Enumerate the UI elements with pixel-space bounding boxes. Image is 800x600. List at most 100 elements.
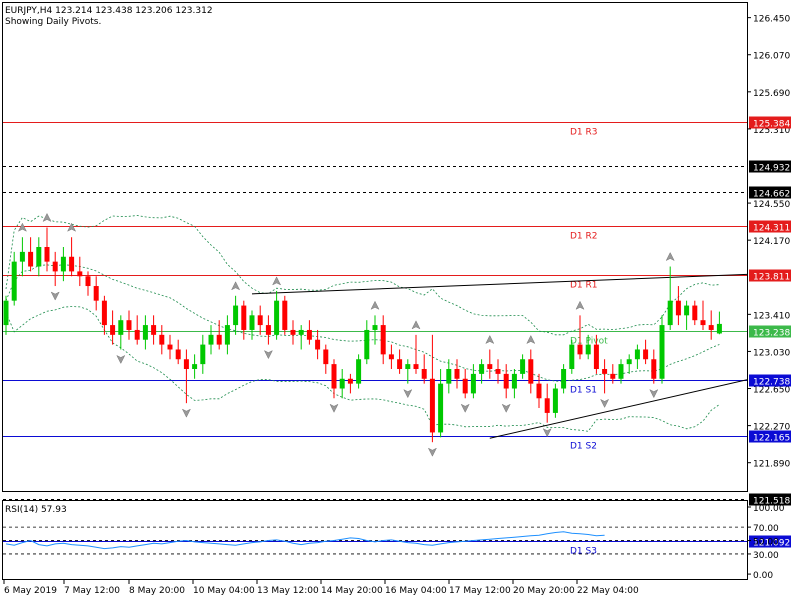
pivot-label: D1 S1: [570, 386, 597, 396]
candle-body: [323, 349, 329, 365]
candle-body: [684, 305, 690, 316]
fractal-down-arrow: [116, 354, 126, 365]
price-tag-text: 122.165: [753, 434, 790, 444]
fractal-up-arrow: [67, 222, 77, 232]
chart-subtitle: Showing Daily Pivots.: [5, 17, 101, 27]
candle-body: [77, 271, 83, 277]
candle-body: [659, 325, 665, 379]
candle-body: [520, 359, 526, 374]
price-tag-text: 124.662: [753, 190, 790, 200]
rsi-panel: 100.00 70.00 50.00 30.00 0.00: [3, 504, 785, 581]
candle-body: [495, 369, 501, 374]
fractal-up-arrow: [272, 276, 282, 286]
pivot-label: D1 R2: [570, 232, 598, 242]
fractal-down-arrow: [542, 428, 552, 438]
candle-body: [347, 378, 353, 384]
fractal-down-arrow: [600, 398, 610, 408]
candle-body: [60, 256, 66, 272]
rsi-tick-label: 50.00: [753, 538, 779, 548]
candle-body: [626, 359, 632, 365]
fractal-up-arrow: [17, 222, 27, 232]
upper-band: [5, 215, 720, 336]
price-tick-label: 124.170: [753, 237, 790, 247]
candle-body: [397, 359, 403, 369]
candle-body: [405, 364, 411, 369]
candle-body: [421, 369, 427, 379]
candle-body: [3, 300, 9, 326]
price-tag-bg: [749, 116, 791, 129]
candles: [3, 227, 722, 443]
rsi-line: [5, 531, 605, 550]
candle-body: [388, 354, 394, 360]
time-tick-label: 8 May 20:00: [129, 586, 185, 596]
fractal-down-arrow: [50, 291, 60, 301]
candle-body: [44, 247, 50, 262]
price-tick-label: 122.650: [753, 386, 790, 396]
price-tag-text: 124.932: [753, 164, 790, 174]
candle-body: [241, 305, 247, 330]
time-tick-label: 7 May 12:00: [64, 586, 120, 596]
rsi-tick-label: 100.00: [753, 504, 785, 514]
fractal-up-arrow: [485, 334, 495, 345]
time-tick-label: 6 May 2019: [4, 586, 57, 596]
candle-body: [577, 344, 583, 355]
fractal-up-arrow: [575, 300, 585, 310]
pivot-label: D1 Pivot: [570, 337, 608, 347]
middle-band: [5, 264, 720, 382]
candle-body: [536, 383, 542, 399]
candle-body: [634, 349, 640, 360]
price-tag-text: 125.384: [753, 120, 790, 130]
candle-body: [643, 349, 649, 360]
candle-body: [462, 378, 468, 394]
fractal-down-arrow: [329, 403, 339, 413]
price-tags: 125.384 124.311 123.811 123.238 122.738 122.1…: [749, 116, 791, 549]
fractal-down-arrow: [649, 389, 659, 399]
candle-body: [216, 334, 222, 345]
candle-body: [208, 334, 214, 345]
candle-body: [233, 305, 239, 326]
candle-body: [167, 344, 173, 350]
candle-body: [175, 349, 181, 360]
candle-body: [257, 315, 263, 326]
candle-body: [716, 323, 722, 334]
candle-body: [282, 300, 288, 330]
candle-body: [85, 276, 91, 287]
candle-body: [372, 325, 378, 330]
candle-body: [274, 300, 280, 335]
trendline: [251, 273, 748, 295]
rsi-label: RSI(14) 57.93: [5, 505, 67, 515]
trendlines: [251, 273, 748, 439]
time-tick-label: 13 May 12:00: [257, 586, 319, 596]
fractal-up-arrow: [665, 251, 675, 262]
fractal-up-arrow: [526, 334, 536, 345]
fractal-down-arrow: [460, 403, 470, 413]
price-tick-label: 126.070: [753, 52, 790, 62]
time-tick-label: 17 May 12:00: [449, 586, 511, 596]
time-tick-label: 16 May 04:00: [385, 586, 447, 596]
price-tag-text: 123.238: [753, 329, 790, 339]
candle-body: [618, 364, 624, 379]
price-tag-bg: [749, 160, 791, 173]
time-tick-label: 22 May 04:00: [577, 586, 639, 596]
time-tick-label: 14 May 20:00: [321, 586, 383, 596]
price-tag-bg: [749, 535, 791, 548]
time-tick-label: 10 May 04:00: [193, 586, 255, 596]
price-tick-label: 124.550: [753, 200, 790, 210]
candle-body: [192, 364, 198, 369]
candle-body: [306, 329, 312, 340]
candle-body: [101, 300, 107, 326]
rsi-tick-label: 0.00: [753, 571, 773, 581]
main-chart-frame: [2, 2, 748, 492]
candle-body: [151, 325, 157, 335]
candle-body: [52, 261, 58, 272]
candle-body: [69, 256, 75, 272]
price-tag-bg: [749, 430, 791, 443]
candle-body: [413, 364, 419, 369]
candle-body: [36, 247, 42, 267]
candle-body: [28, 251, 34, 267]
candle-body: [528, 359, 534, 384]
candle-body: [479, 364, 485, 374]
candle-body: [159, 334, 165, 345]
fractal-arrows: [17, 212, 675, 457]
